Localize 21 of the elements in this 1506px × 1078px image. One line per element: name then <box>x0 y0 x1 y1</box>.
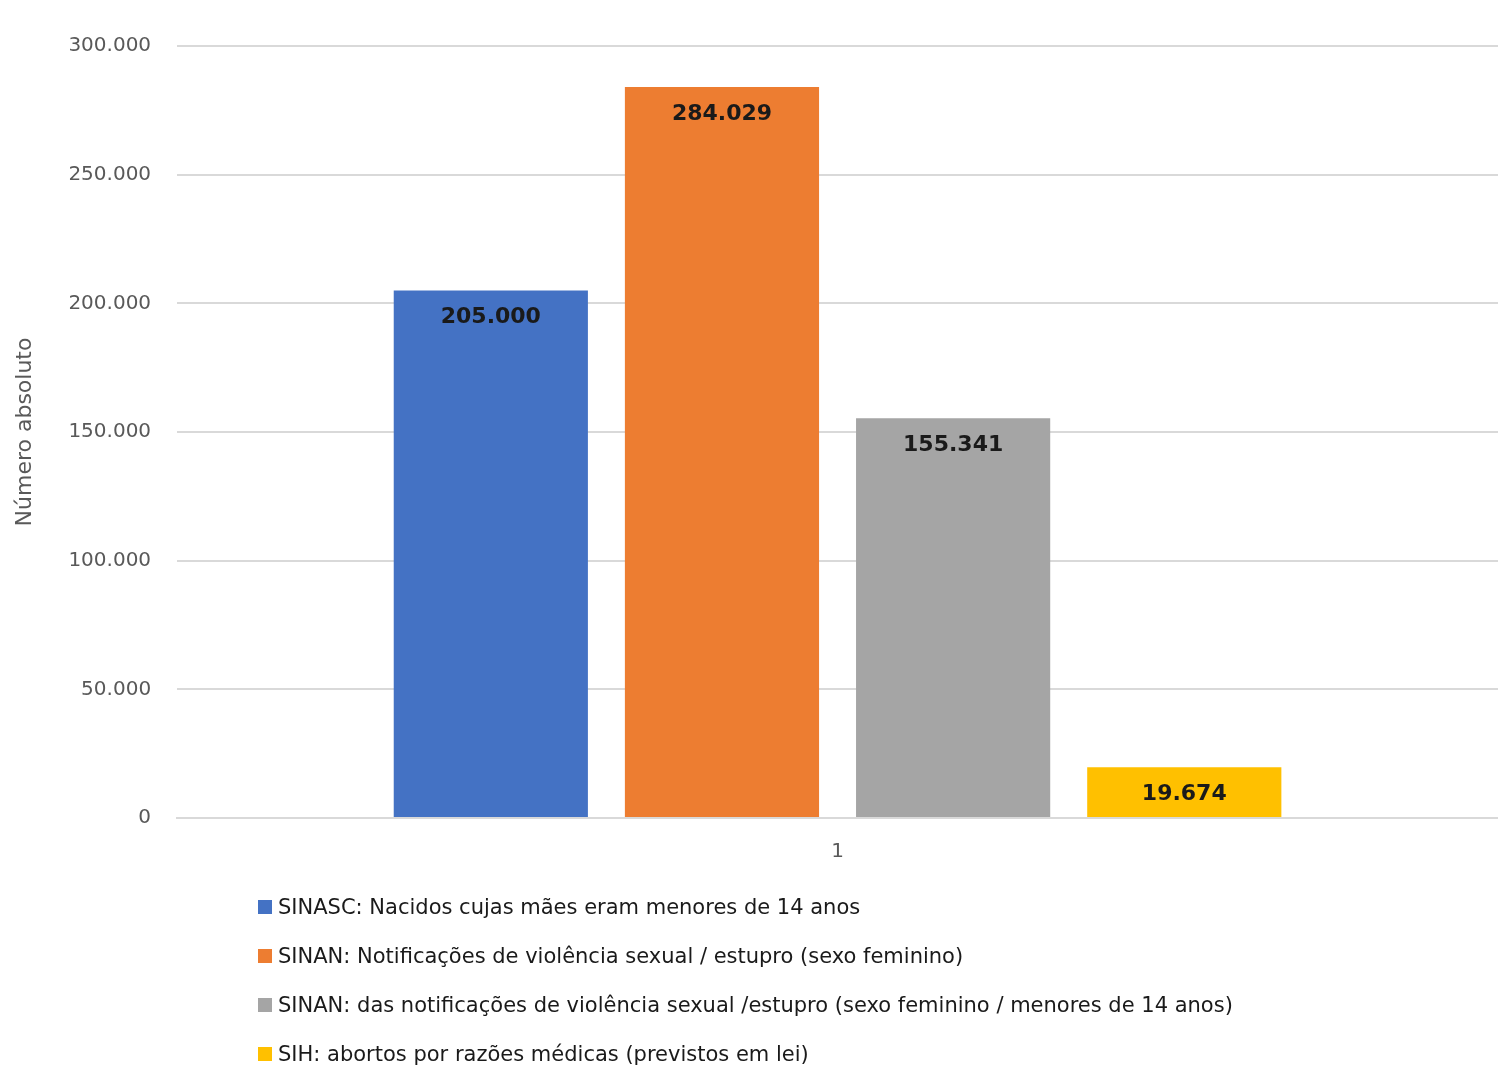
y-tick-label: 300.000 <box>68 32 152 57</box>
bar <box>1087 767 1282 817</box>
y-tick-label: 50.000 <box>81 675 152 700</box>
y-tick-label: 100.000 <box>68 546 152 571</box>
legend-label: SINAN: Notificações de violência sexual / estupro (sexo feminino) <box>278 943 964 968</box>
legend-label: SINASC: Nacidos cujas mães eram menores de 14 anos <box>278 894 861 919</box>
y-tick-label: 200.000 <box>68 289 152 314</box>
bar <box>856 418 1051 817</box>
data-label: 205.000 <box>440 303 541 329</box>
legend-label: SIH: abortos por razões médicas (previstos em lei) <box>278 1041 809 1066</box>
data-label: 19.674 <box>1141 780 1227 806</box>
bar <box>393 290 588 817</box>
data-label: 155.341 <box>903 430 1004 456</box>
y-tick-label: 0 <box>138 804 152 829</box>
bar <box>624 87 820 817</box>
y-axis-title: Número absoluto <box>10 337 36 527</box>
x-tick-label: 1 <box>831 838 844 863</box>
legend-label: SINAN: das notificações de violência sexual /estupro (sexo feminino / menores de 14 anos) <box>278 992 1233 1017</box>
y-tick-label: 150.000 <box>68 418 152 443</box>
data-label: 284.029 <box>671 99 773 125</box>
y-tick-label: 250.000 <box>68 160 152 185</box>
